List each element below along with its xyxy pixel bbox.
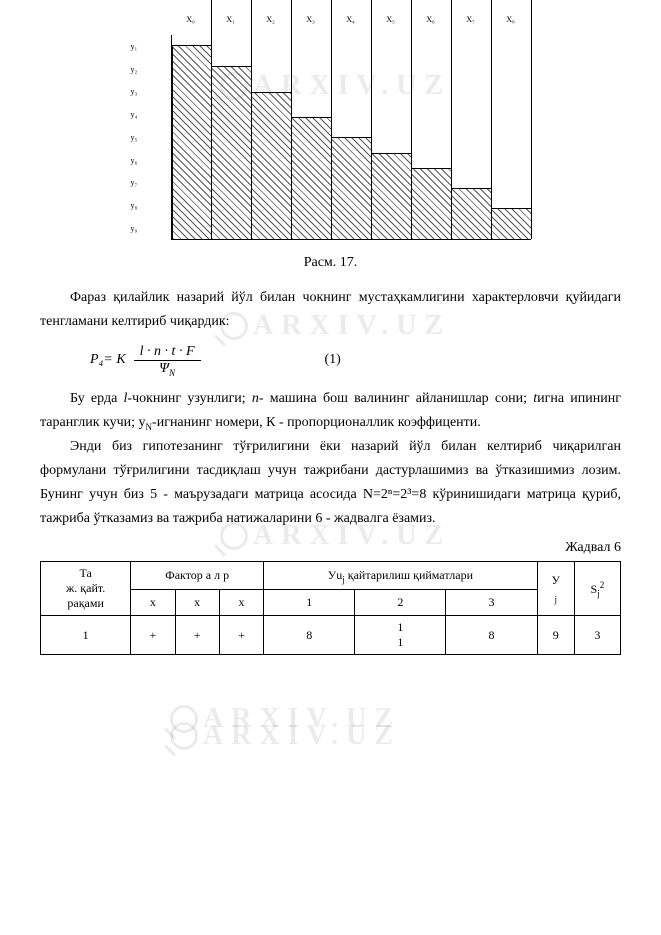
table-cell: 8 [264,616,355,655]
x-label: X₇ [466,15,475,24]
table-cell: 3 [574,616,620,655]
y-label: y₇ [131,178,161,187]
formula-block: Р₄= К l · n · t · F ΨN (1) [90,344,621,378]
bar [411,168,452,239]
header-cell: Фактор а л р [131,562,264,590]
bar [331,137,372,239]
bar [491,208,532,239]
y-label: y₆ [131,156,161,165]
table-cell: 1 1 [355,616,446,655]
x-label: X₁ [226,15,235,24]
header-cell: 2 [355,590,446,616]
fraction: l · n · t · F ΨN [134,344,201,378]
bar [291,117,332,239]
step-chart: X₀ X₁ X₂ X₃ X₄ X₅ X₆ X₇ X₈ y₁ y₂ y₃ y₄ y… [131,20,531,240]
y-label: y₁ [131,42,161,51]
chart-bars [172,35,531,239]
table-cell: 9 [537,616,574,655]
x-label: X₂ [266,15,275,24]
formula-lhs: Р₄= К [90,352,126,368]
watermark-text: ARXIV.UZ [203,703,401,735]
footer-watermark-area: ARXIV.UZ [40,695,621,735]
chart-plot-area [171,35,531,240]
header-cell: x [219,590,263,616]
bar [371,153,412,239]
data-table: Та ж. қайт. рақами Фактор а л р Уuj қайт… [40,561,621,655]
fraction-denominator: ΨN [153,361,181,378]
x-label: X₄ [346,15,355,24]
paragraph-1: Фараз қилайлик назарий йўл билан чокнинг… [40,286,621,334]
x-label: X₃ [306,15,315,24]
y-label: y₃ [131,87,161,96]
table-cell: + [175,616,219,655]
equation-number: (1) [325,352,341,368]
magnifier-icon [170,705,198,733]
watermark-bottom: ARXIV.UZ [170,703,401,735]
table-cell: + [131,616,175,655]
x-label: X₅ [386,15,395,24]
paragraph-2: Бу ерда l-чокнинг узунлиги; n- машина бо… [40,387,621,435]
header-cell: Уuj қайтарилиш қийматлари [264,562,538,590]
formula: Р₄= К l · n · t · F ΨN [90,344,205,378]
paragraph-3: Энди биз гипотезанинг тўғрилигини ёки на… [40,435,621,530]
header-cell: Sj2 [574,562,620,616]
table-row: 1 + + + 8 1 1 8 9 3 [41,616,621,655]
figure-caption: Расм. 17. [40,255,621,271]
x-label: X₈ [506,15,515,24]
y-label: y₅ [131,133,161,142]
chart-x-axis-labels: X₀ X₁ X₂ X₃ X₄ X₅ X₆ X₇ X₈ [171,15,531,24]
table-cell: + [219,616,263,655]
table-caption: Жадвал 6 [40,540,621,556]
header-cell: 1 [264,590,355,616]
table-cell: 8 [446,616,537,655]
fraction-numerator: l · n · t · F [134,344,201,361]
header-cell: x [175,590,219,616]
table-cell: 1 [41,616,131,655]
bar [172,45,213,239]
table-header-row-1: Та ж. қайт. рақами Фактор а л р Уuj қайт… [41,562,621,590]
bar [451,188,492,239]
chart-y-axis-labels: y₁ y₂ y₃ y₄ y₅ y₆ y₇ y₈ y₉ [131,35,161,240]
y-label: y₄ [131,110,161,119]
bar [251,92,292,239]
header-cell: 3 [446,590,537,616]
y-label: y₉ [131,224,161,233]
header-cell: x [131,590,175,616]
header-cell: Та ж. қайт. рақами [41,562,131,616]
x-label: X₀ [186,15,195,24]
x-label: X₆ [426,15,435,24]
y-label: y₈ [131,201,161,210]
header-cell: У j [537,562,574,616]
y-label: y₂ [131,65,161,74]
bar [211,66,252,239]
